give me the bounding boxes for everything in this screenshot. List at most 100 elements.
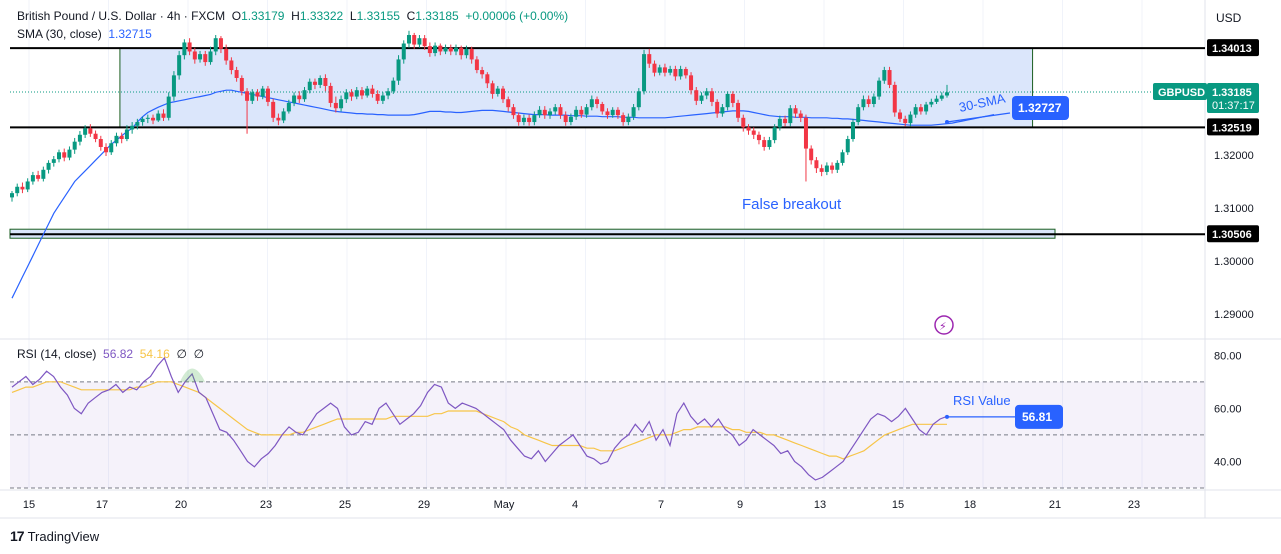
candle-body[interactable] bbox=[605, 111, 610, 116]
candle-body[interactable] bbox=[480, 70, 485, 75]
sma-line[interactable] bbox=[11, 89, 995, 299]
candle-body[interactable] bbox=[93, 133, 98, 140]
candle-body[interactable] bbox=[339, 99, 344, 109]
rsi-ma-line[interactable] bbox=[11, 381, 947, 460]
last-price-tag-bg[interactable] bbox=[1207, 83, 1259, 114]
candle-body[interactable] bbox=[218, 38, 223, 49]
candle-body[interactable] bbox=[918, 107, 923, 112]
candle-body[interactable] bbox=[474, 59, 479, 71]
candle-body[interactable] bbox=[286, 102, 291, 112]
rsi-tag-bg[interactable] bbox=[1015, 404, 1063, 429]
candle-body[interactable] bbox=[98, 139, 103, 147]
candle-body[interactable] bbox=[109, 143, 114, 153]
resistance-price-tag-bg[interactable] bbox=[1207, 39, 1259, 57]
candle-body[interactable] bbox=[908, 114, 913, 124]
candle-body[interactable] bbox=[934, 98, 939, 102]
candle-body[interactable] bbox=[443, 47, 448, 52]
candle-body[interactable] bbox=[929, 101, 934, 105]
candle-body[interactable] bbox=[229, 60, 234, 71]
candle-body[interactable] bbox=[751, 130, 756, 135]
candle-body[interactable] bbox=[365, 88, 370, 96]
candle-body[interactable] bbox=[427, 46, 432, 54]
candle-body[interactable] bbox=[198, 54, 203, 60]
candle-body[interactable] bbox=[657, 67, 662, 73]
candle-body[interactable] bbox=[250, 92, 255, 101]
candle-body[interactable] bbox=[673, 68, 678, 77]
candle-body[interactable] bbox=[845, 139, 850, 153]
candle-body[interactable] bbox=[213, 38, 218, 52]
candle-body[interactable] bbox=[830, 165, 835, 170]
candle-body[interactable] bbox=[323, 78, 328, 86]
candle-body[interactable] bbox=[41, 169, 46, 179]
candle-body[interactable] bbox=[422, 38, 427, 47]
candle-body[interactable] bbox=[767, 140, 772, 147]
candle-body[interactable] bbox=[448, 47, 453, 52]
candle-body[interactable] bbox=[662, 67, 667, 73]
candle-body[interactable] bbox=[892, 84, 897, 113]
candle-body[interactable] bbox=[913, 107, 918, 115]
candle-body[interactable] bbox=[312, 81, 317, 85]
candle-body[interactable] bbox=[725, 93, 730, 108]
candle-body[interactable] bbox=[151, 117, 156, 121]
candle-body[interactable] bbox=[621, 115, 626, 123]
candle-body[interactable] bbox=[553, 107, 558, 112]
candle-body[interactable] bbox=[777, 118, 782, 128]
candle-body[interactable] bbox=[715, 101, 720, 114]
candle-body[interactable] bbox=[396, 59, 401, 81]
candle-body[interactable] bbox=[30, 175, 35, 182]
candle-body[interactable] bbox=[57, 152, 62, 160]
candle-body[interactable] bbox=[683, 68, 688, 76]
candle-body[interactable] bbox=[511, 107, 516, 116]
candle-body[interactable] bbox=[642, 54, 647, 92]
candle-body[interactable] bbox=[548, 111, 553, 116]
candle-body[interactable] bbox=[741, 117, 746, 128]
candle-body[interactable] bbox=[104, 146, 109, 153]
candle-body[interactable] bbox=[15, 186, 20, 194]
candle-body[interactable] bbox=[704, 91, 709, 96]
candle-body[interactable] bbox=[877, 80, 882, 97]
candle-body[interactable] bbox=[495, 88, 500, 94]
candle-body[interactable] bbox=[25, 181, 30, 190]
candle-body[interactable] bbox=[762, 140, 767, 147]
candle-body[interactable] bbox=[276, 117, 281, 121]
candle-body[interactable] bbox=[135, 122, 140, 126]
candle-body[interactable] bbox=[579, 109, 584, 115]
candle-body[interactable] bbox=[114, 135, 119, 144]
candle-body[interactable] bbox=[501, 88, 506, 100]
candle-body[interactable] bbox=[83, 128, 88, 135]
candle-body[interactable] bbox=[77, 134, 82, 142]
candle-body[interactable] bbox=[307, 81, 312, 91]
candle-body[interactable] bbox=[631, 107, 636, 117]
candle-body[interactable] bbox=[464, 48, 469, 56]
candle-body[interactable] bbox=[292, 95, 297, 103]
sma-price-tag-bg[interactable] bbox=[1012, 96, 1069, 120]
candle-body[interactable] bbox=[485, 74, 490, 84]
candle-body[interactable] bbox=[62, 152, 67, 158]
candle-body[interactable] bbox=[897, 112, 902, 119]
candle-body[interactable] bbox=[636, 91, 641, 108]
rsi-legend[interactable]: RSI (14, close) 56.82 54.16 ∅ ∅ bbox=[17, 347, 204, 361]
candle-body[interactable] bbox=[130, 125, 135, 130]
candle-body[interactable] bbox=[720, 107, 725, 114]
candle-body[interactable] bbox=[469, 48, 474, 60]
candle-body[interactable] bbox=[803, 117, 808, 149]
candle-body[interactable] bbox=[600, 104, 605, 112]
candle-body[interactable] bbox=[903, 118, 908, 124]
candle-body[interactable] bbox=[595, 99, 600, 104]
candle-body[interactable] bbox=[344, 92, 349, 100]
candle-body[interactable] bbox=[819, 168, 824, 172]
candle-body[interactable] bbox=[861, 99, 866, 108]
candle-body[interactable] bbox=[124, 129, 129, 140]
candle-body[interactable] bbox=[265, 88, 270, 102]
candle-body[interactable] bbox=[521, 117, 526, 123]
candle-body[interactable] bbox=[375, 93, 380, 101]
candle-body[interactable] bbox=[245, 91, 250, 101]
candle-body[interactable] bbox=[391, 80, 396, 92]
candle-body[interactable] bbox=[406, 35, 411, 44]
candle-body[interactable] bbox=[281, 111, 286, 121]
candle-body[interactable] bbox=[271, 101, 276, 118]
candle-body[interactable] bbox=[532, 115, 537, 123]
candle-body[interactable] bbox=[349, 92, 354, 97]
candle-body[interactable] bbox=[171, 75, 176, 97]
